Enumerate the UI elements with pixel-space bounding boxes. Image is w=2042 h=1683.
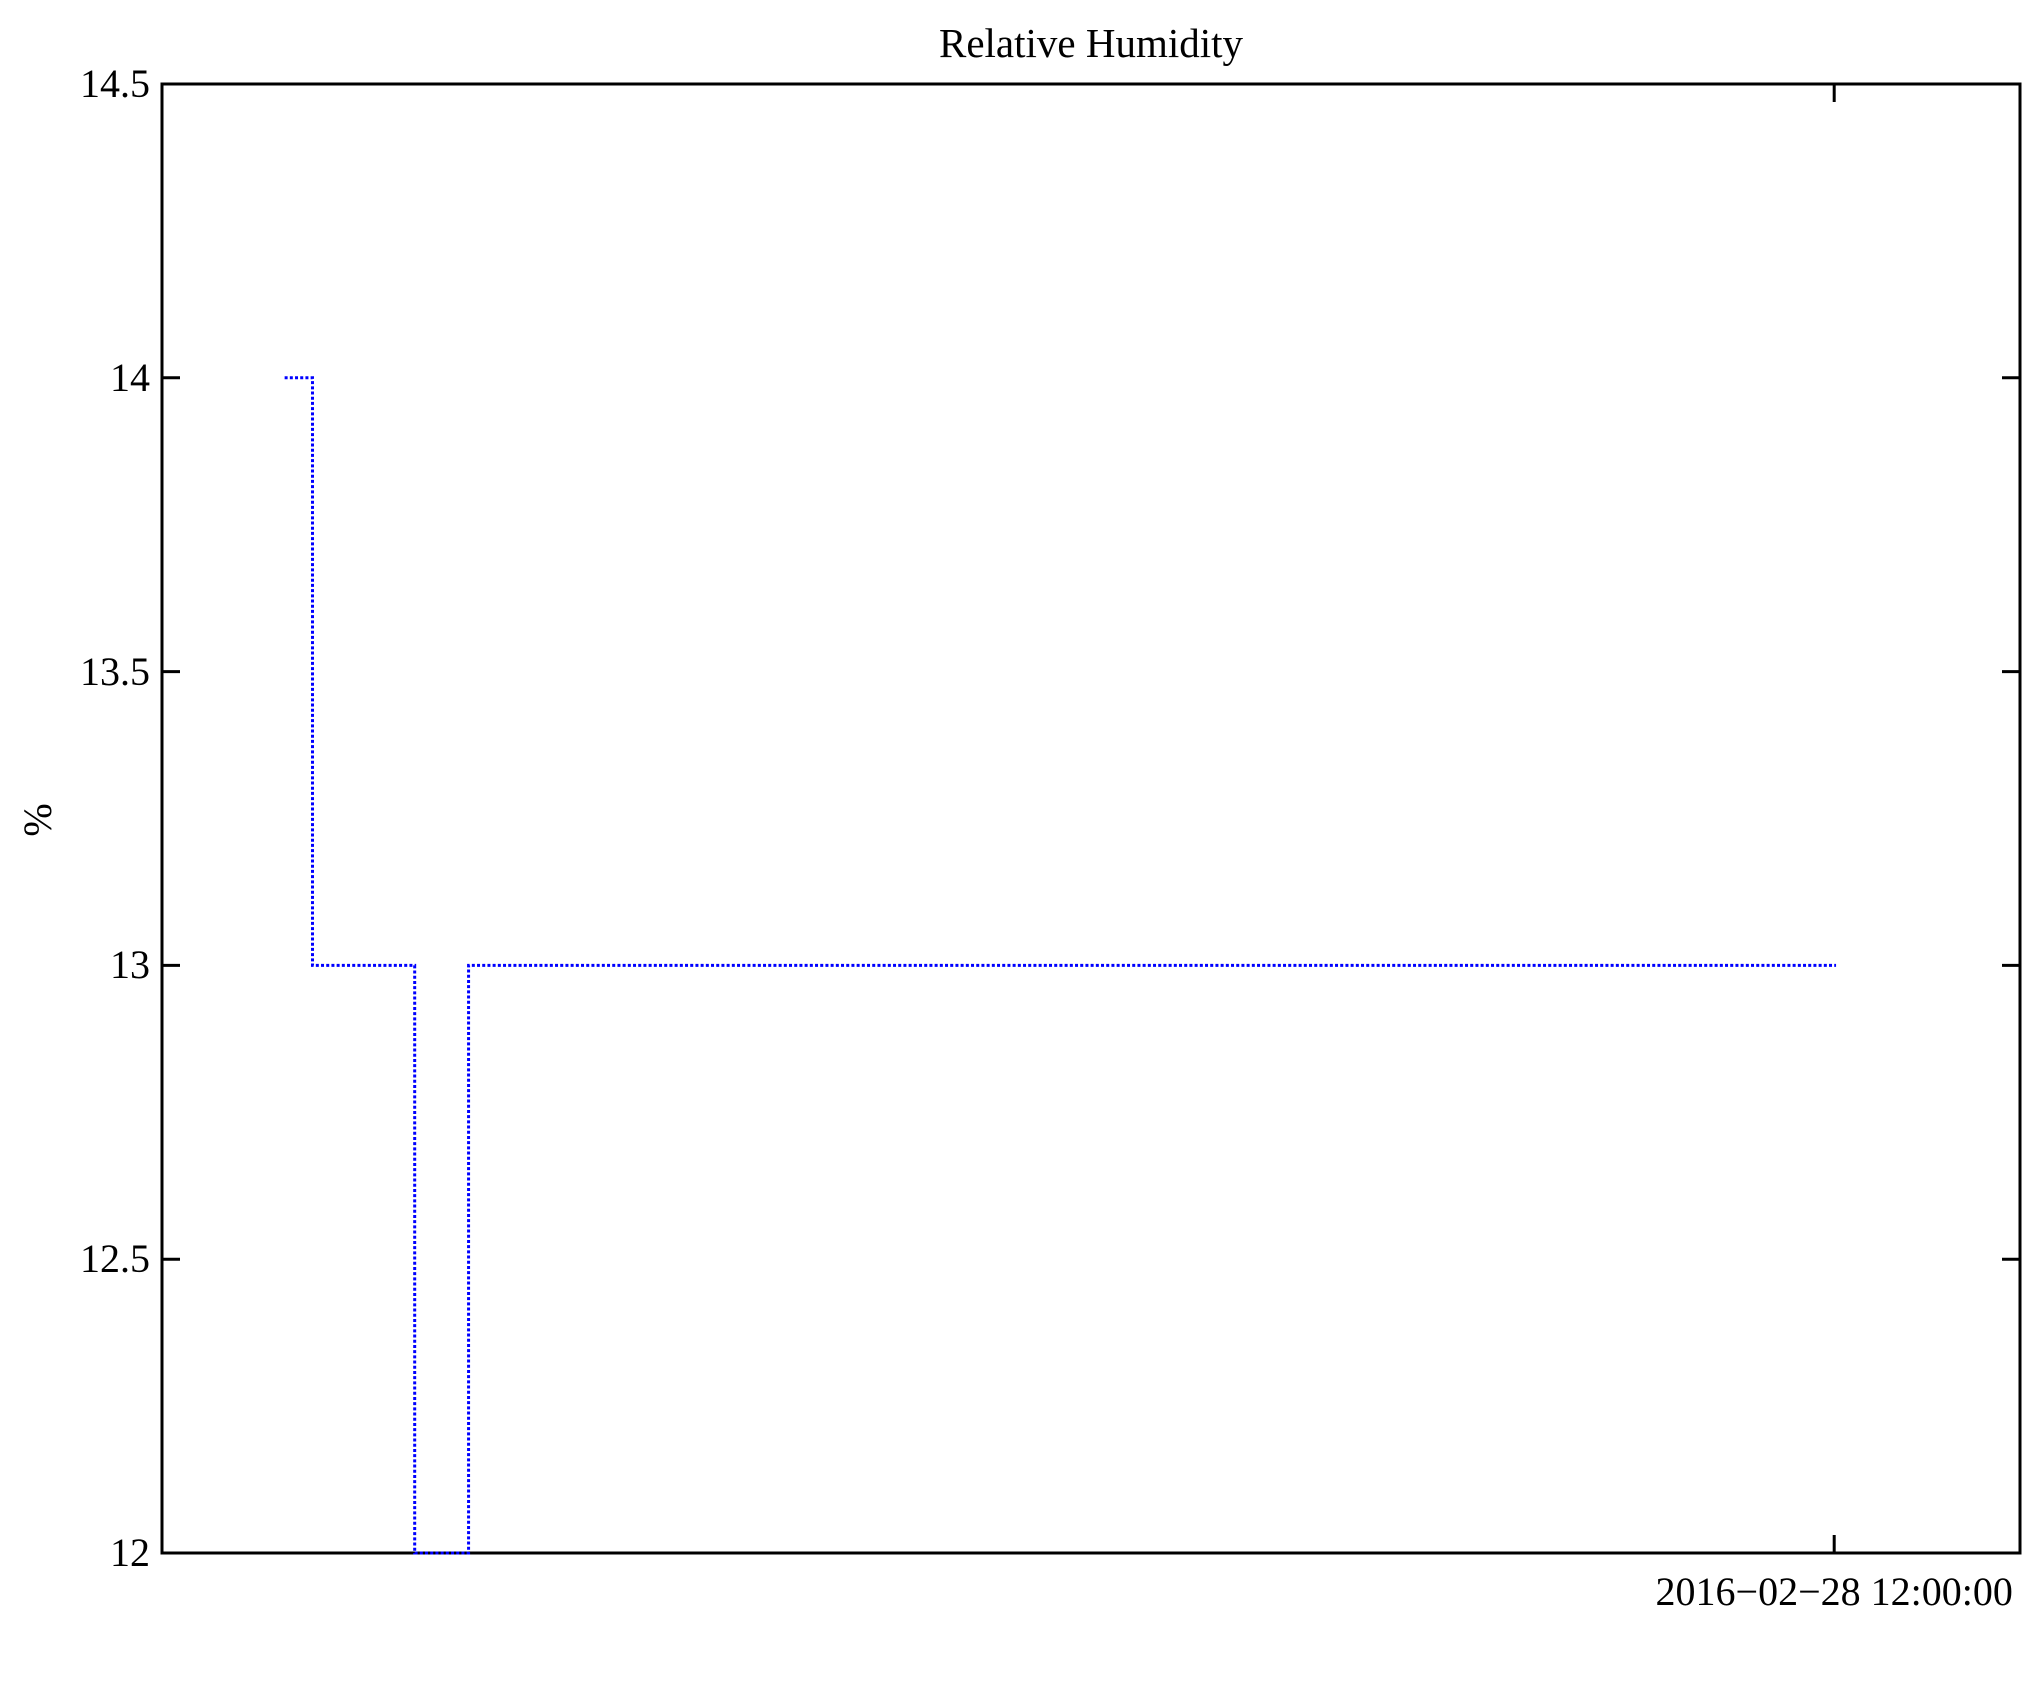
y-tick-label: 12.5 [80,1236,150,1282]
y-tick-label: 13.5 [80,648,150,694]
y-tick-label: 13 [110,942,150,988]
y-tick-label: 12 [110,1530,150,1575]
y-tick-label: 14 [110,354,150,400]
y-tick-label: 14.5 [80,61,150,106]
axes-frame [160,82,2022,1555]
data-line [284,376,1837,1555]
x-tick-label: 2016−02−28 12:00:00 [1655,1569,2013,1614]
chart-title: Relative Humidity [938,20,1244,66]
